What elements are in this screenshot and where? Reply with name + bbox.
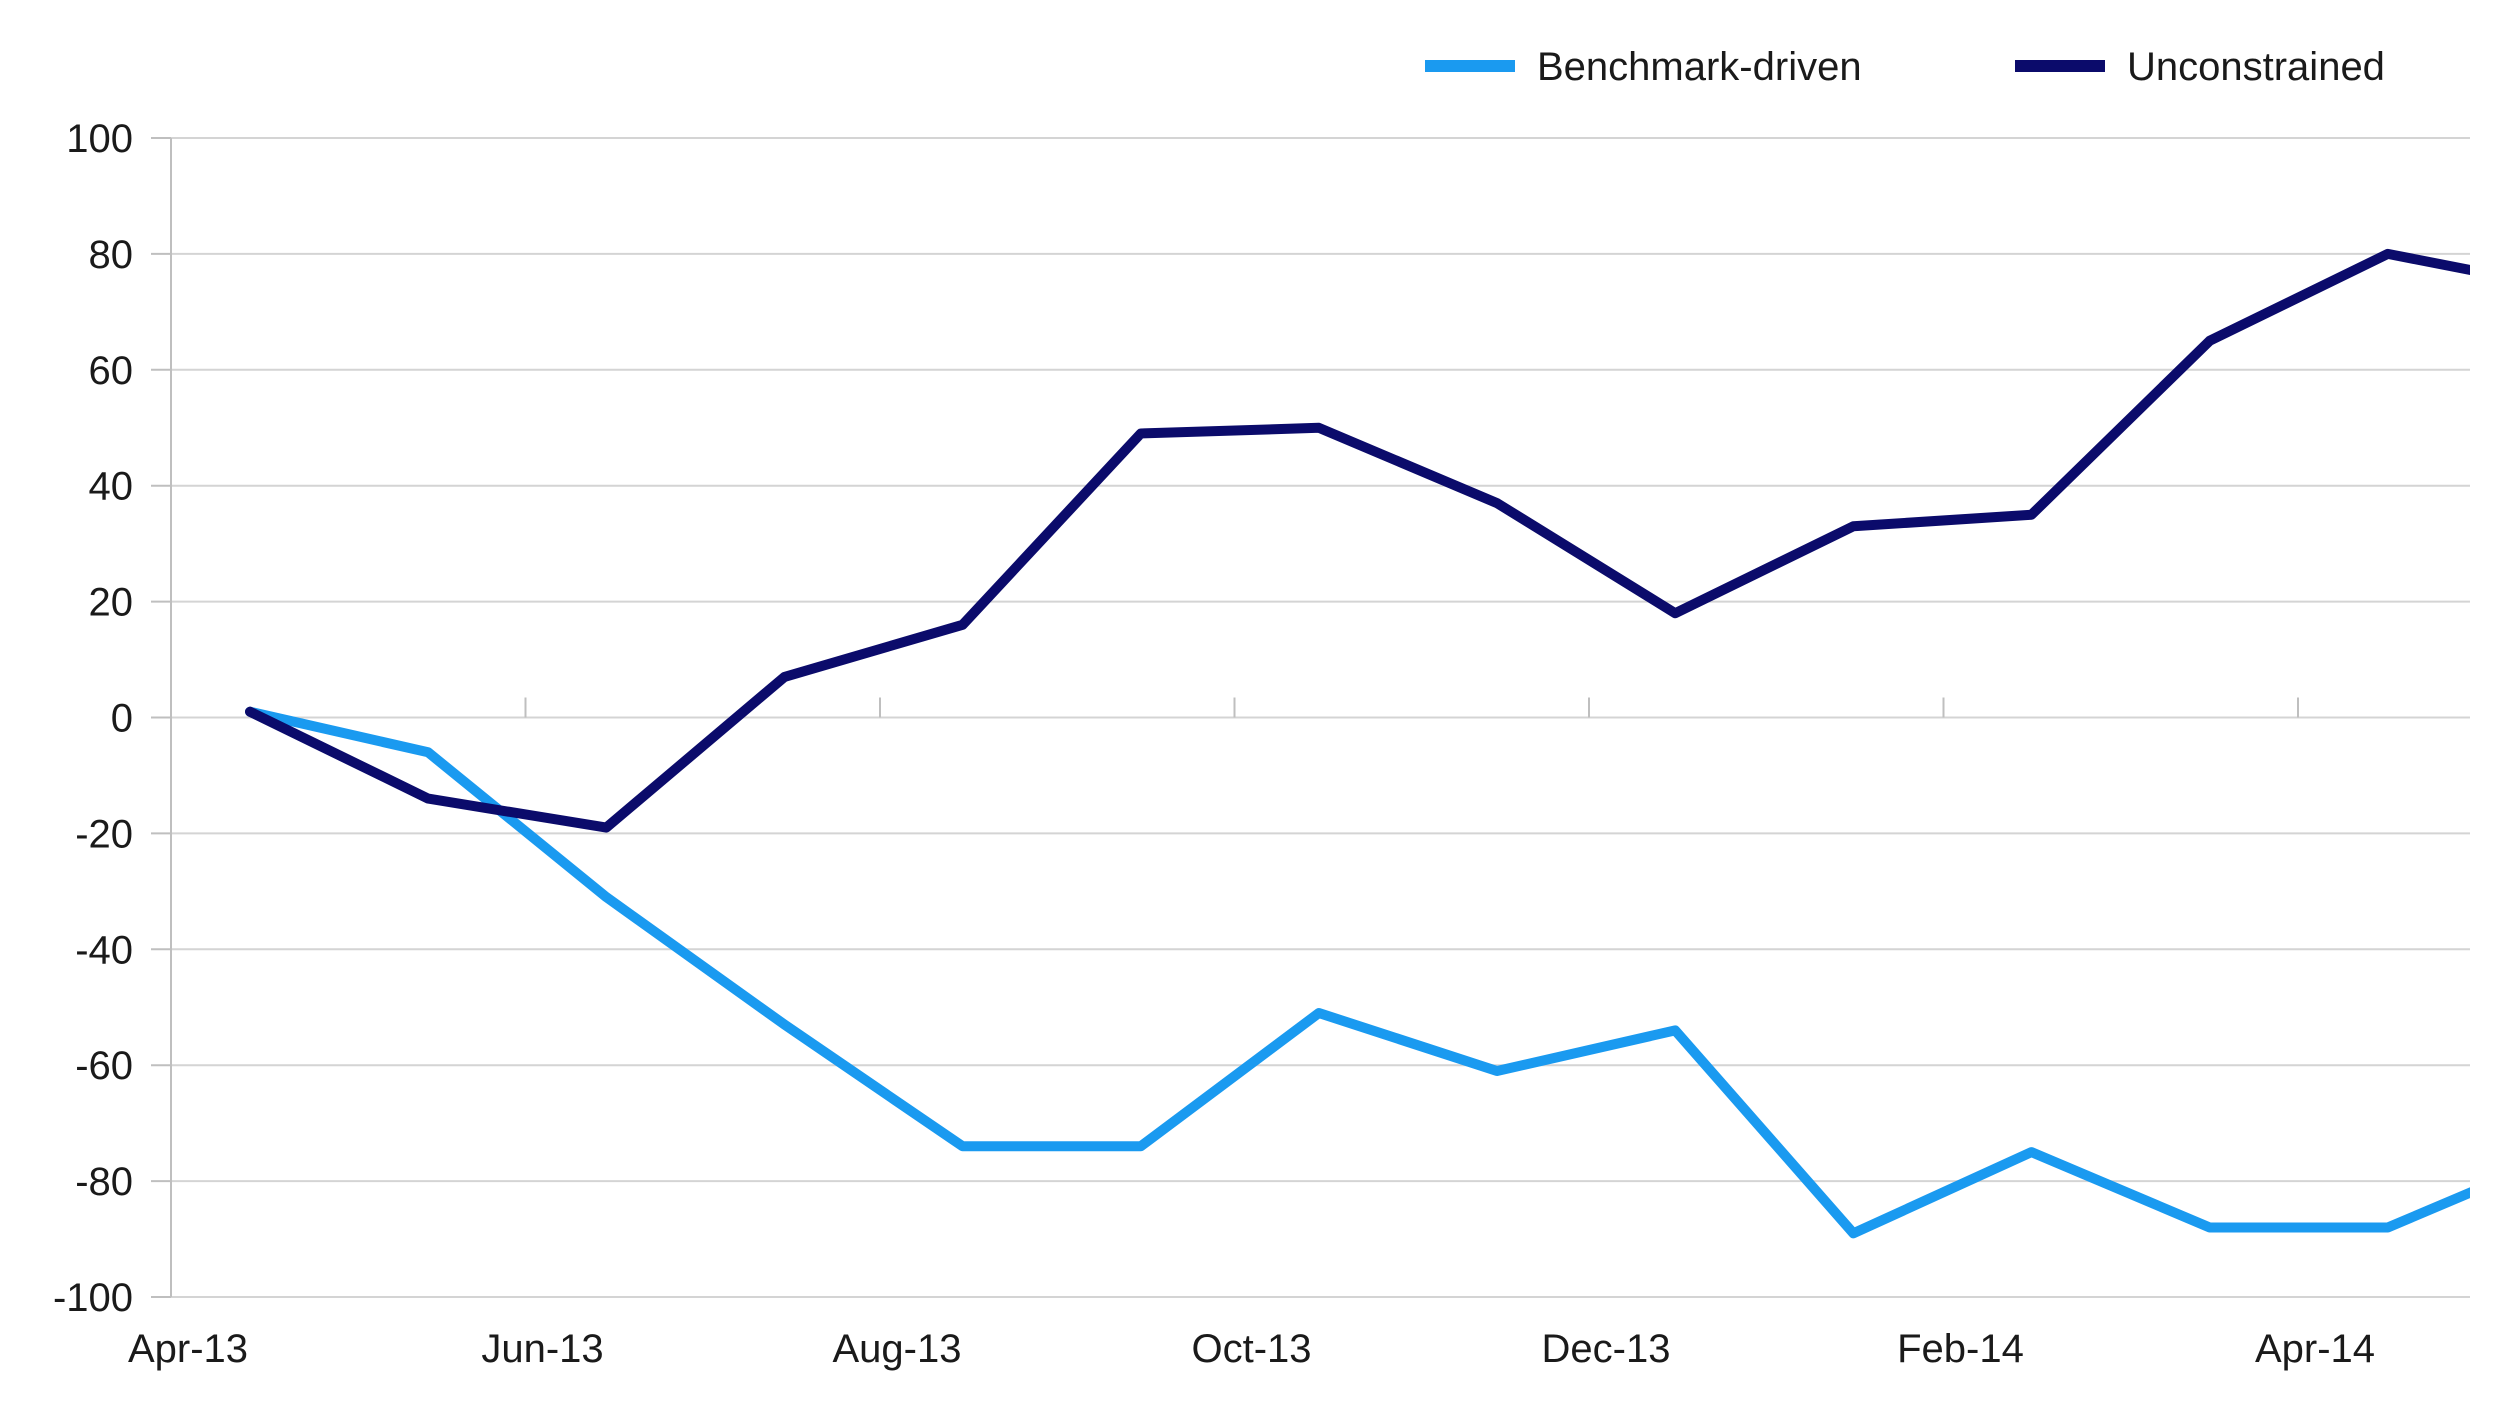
y-tick-label: 80 — [89, 233, 134, 277]
legend-label: Unconstrained — [2127, 45, 2385, 89]
y-tick-label: -40 — [75, 928, 133, 972]
series-line-benchmark-driven — [245, 706, 2470, 1239]
series-line-unconstrained — [245, 248, 2470, 833]
y-tick-label: -80 — [75, 1160, 133, 1204]
y-tick-label: 100 — [66, 117, 133, 161]
x-tick-label: Oct-13 — [1191, 1327, 1311, 1371]
y-tick-labels: 100 80 60 40 20 0 -20 -40 -60 -80 -100 — [53, 117, 133, 1320]
legend-label: Benchmark-driven — [1537, 45, 1862, 89]
y-tick-label: 40 — [89, 465, 134, 509]
x-tick-labels: Apr-13 Jun-13 Aug-13 Oct-13 Dec-13 Feb-14 Apr-… — [128, 1327, 2375, 1371]
y-tick-label: 0 — [111, 697, 133, 741]
y-tick-label: 20 — [89, 581, 134, 625]
y-tick-label: 60 — [89, 349, 134, 393]
gridlines — [171, 137, 2470, 1298]
y-tick-label: -20 — [75, 812, 133, 856]
x-tick-label: Aug-13 — [833, 1327, 962, 1371]
x-tick-label: Apr-13 — [128, 1327, 248, 1371]
y-tick-label: -60 — [75, 1044, 133, 1088]
x-tick-label: Dec-13 — [1542, 1327, 1671, 1371]
x-tick-label: Jun-13 — [481, 1327, 603, 1371]
x-tick-label: Apr-14 — [2255, 1327, 2375, 1371]
axes — [151, 137, 2299, 1298]
legend: Benchmark-driven Unconstrained — [1425, 45, 2385, 89]
x-tick-label: Feb-14 — [1897, 1327, 2024, 1371]
series-lines — [245, 248, 2470, 1239]
y-tick-label: -100 — [53, 1276, 133, 1320]
